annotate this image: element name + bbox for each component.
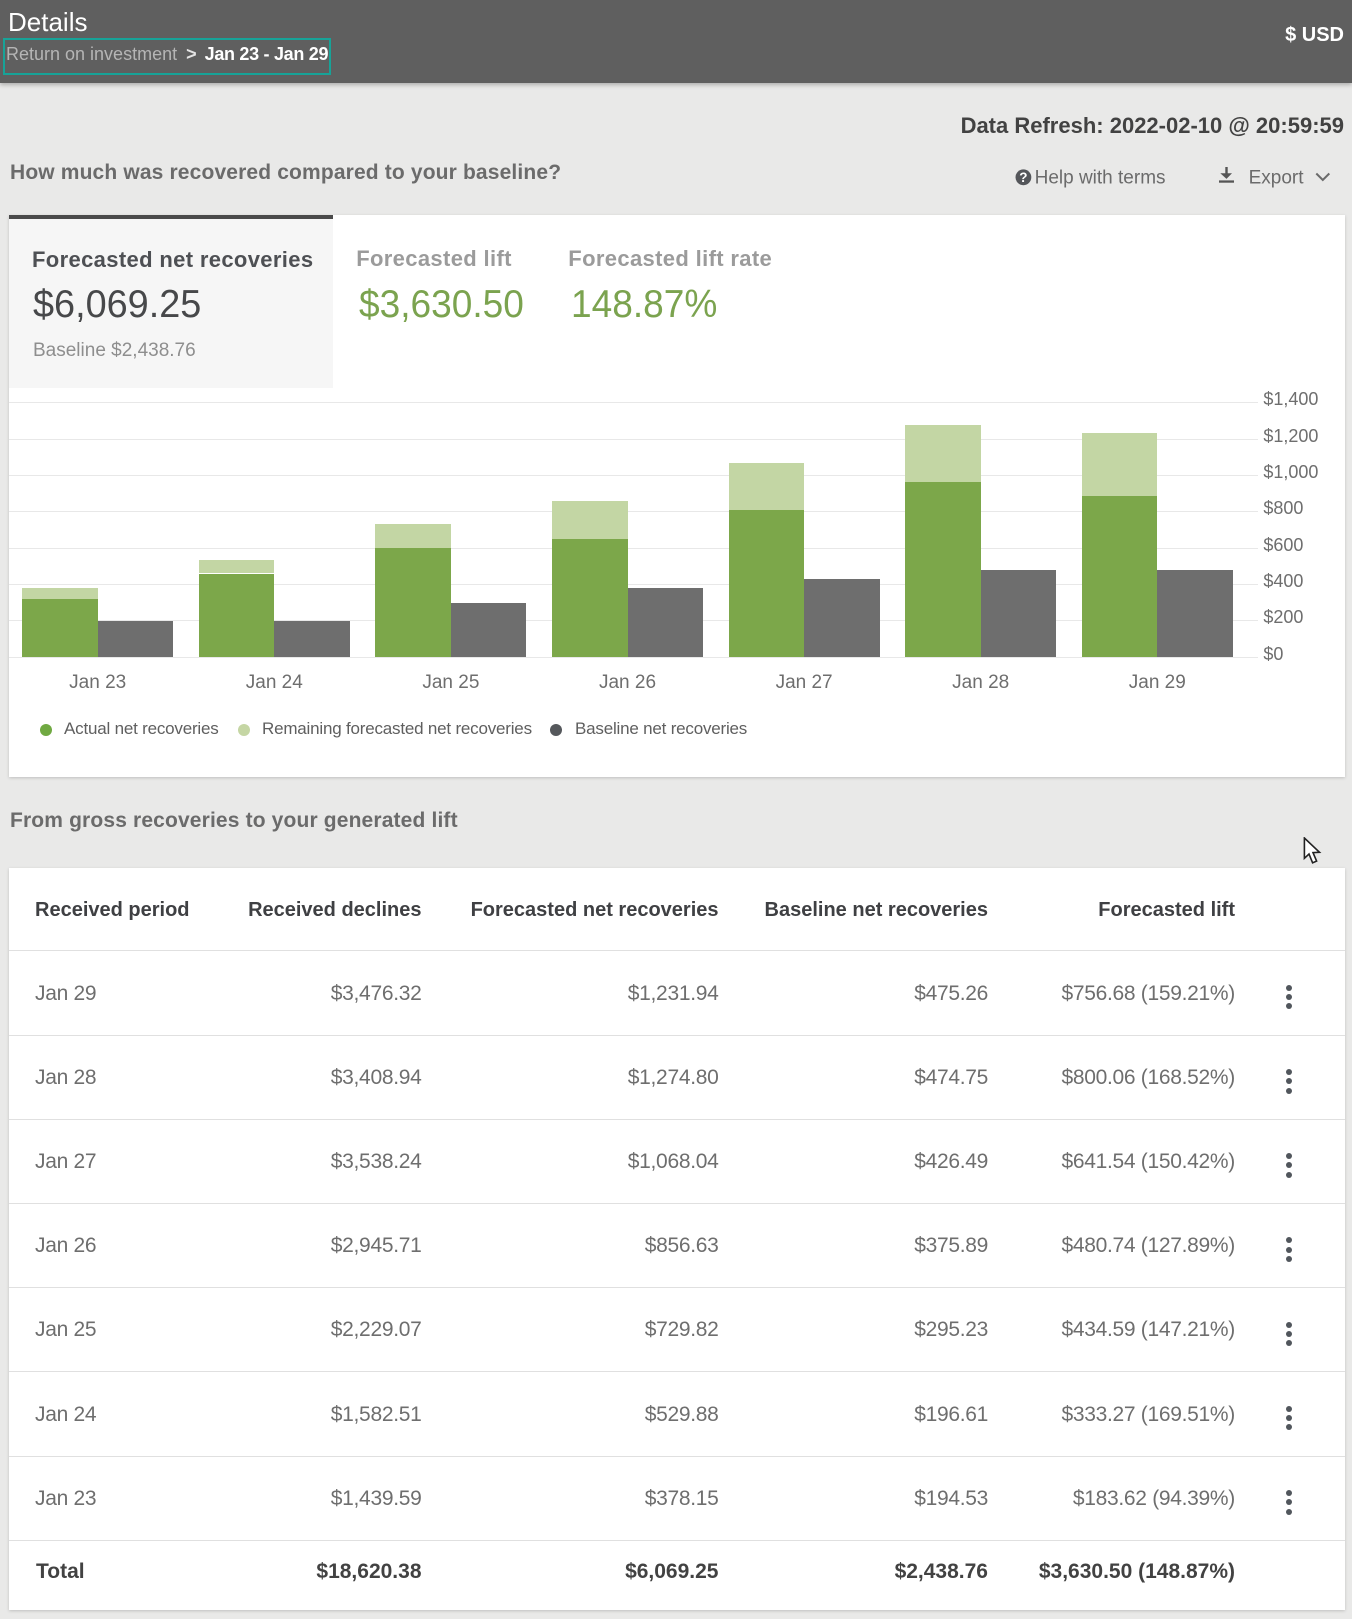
svg-text:?: ? — [1019, 170, 1027, 185]
svg-text:Help with terms: Help with terms — [1035, 167, 1166, 188]
svg-text:Export: Export — [1249, 167, 1305, 188]
